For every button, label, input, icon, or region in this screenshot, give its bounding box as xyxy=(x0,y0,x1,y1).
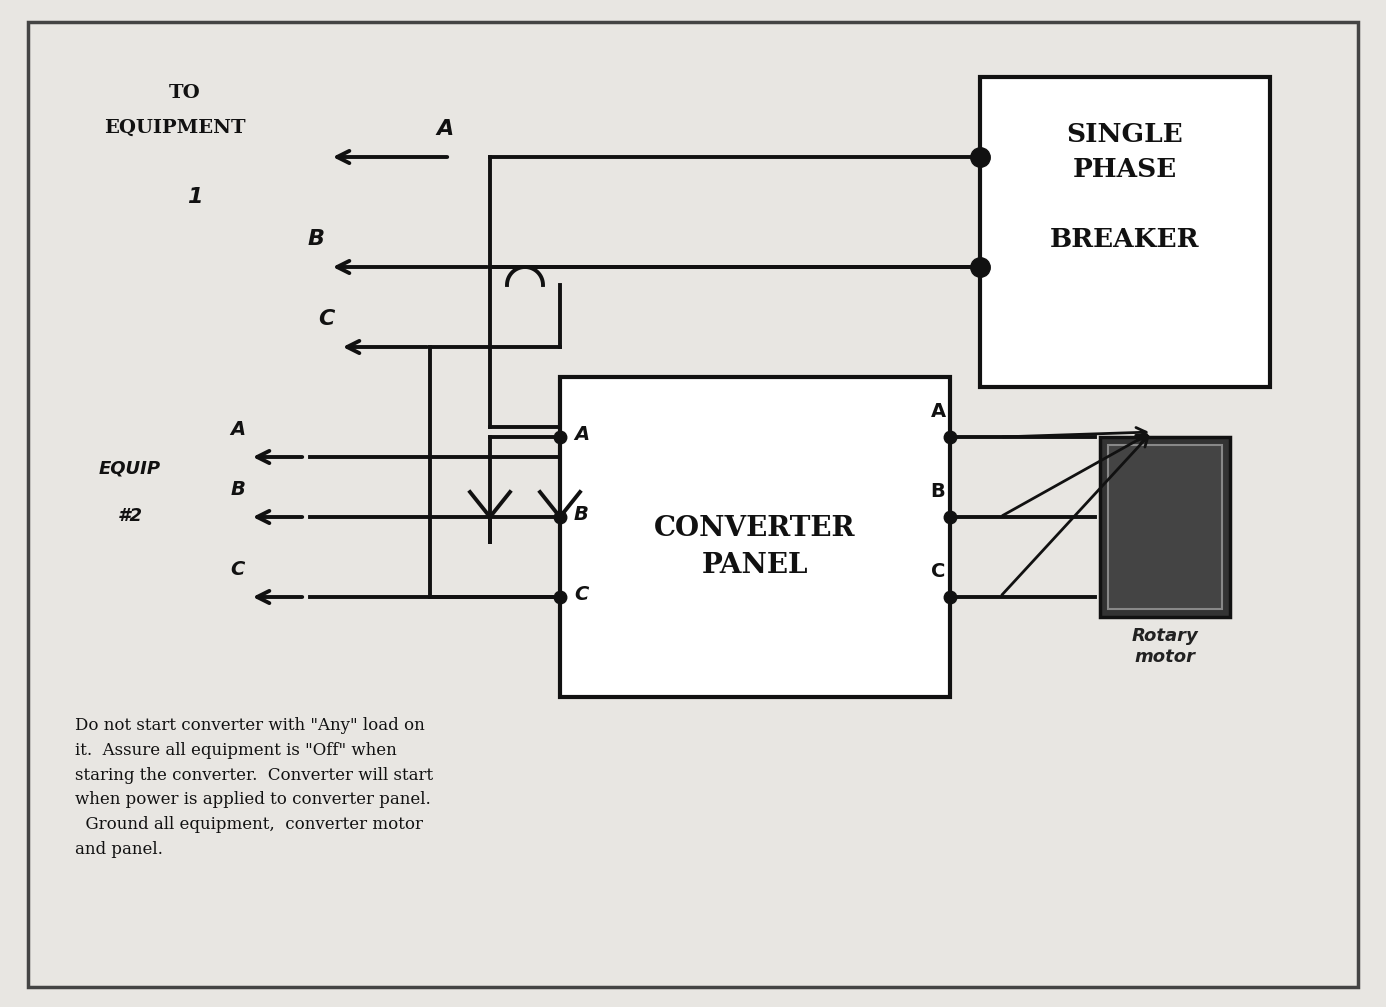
Text: C: C xyxy=(319,309,335,329)
Text: Rotary
motor: Rotary motor xyxy=(1131,627,1199,666)
Text: B: B xyxy=(230,480,245,499)
Text: TO: TO xyxy=(169,84,201,102)
FancyBboxPatch shape xyxy=(980,77,1270,387)
Text: CONVERTER
PANEL: CONVERTER PANEL xyxy=(654,515,855,579)
FancyBboxPatch shape xyxy=(1107,445,1222,609)
Text: A: A xyxy=(230,420,245,439)
Text: C: C xyxy=(574,585,588,604)
Text: EQUIPMENT: EQUIPMENT xyxy=(104,119,245,137)
FancyBboxPatch shape xyxy=(1100,437,1229,617)
Text: A: A xyxy=(930,402,945,421)
Text: EQUIP: EQUIP xyxy=(98,459,161,477)
Text: #2: #2 xyxy=(118,507,143,525)
Text: A: A xyxy=(437,119,453,139)
Text: B: B xyxy=(930,482,945,501)
Text: SINGLE
PHASE

BREAKER: SINGLE PHASE BREAKER xyxy=(1051,122,1200,252)
Text: 1: 1 xyxy=(187,187,202,207)
Text: B: B xyxy=(308,229,324,249)
FancyBboxPatch shape xyxy=(560,377,949,697)
Text: A: A xyxy=(574,426,589,444)
Text: B: B xyxy=(574,506,589,525)
Text: C: C xyxy=(230,560,245,579)
Text: C: C xyxy=(931,562,945,581)
Text: Do not start converter with "Any" load on
it.  Assure all equipment is "Off" whe: Do not start converter with "Any" load o… xyxy=(75,717,432,858)
